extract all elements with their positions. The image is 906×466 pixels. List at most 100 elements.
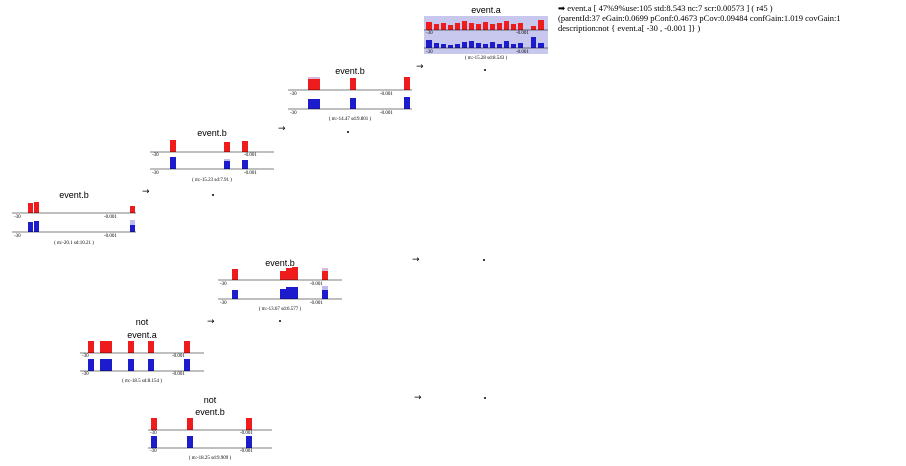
node-stat: ( m:-14.47 sd:9.801 ) [328,117,372,122]
rule-info-line: (parentId:37 eGain:0.0699 pConf:0.4673 p… [558,13,841,23]
bar [232,269,238,280]
bar [224,161,230,169]
bar [404,77,410,90]
bar [224,142,230,152]
arrow-icon: → [416,62,424,72]
bar [308,77,320,79]
node-stat: ( m:-13.67 sd:6.577 ) [258,307,302,312]
histogram-negative [218,286,342,300]
bar [106,341,112,353]
bar [100,359,106,371]
rule-info-line: description:not { event.a[ -30 , -0.001 … [558,23,701,33]
bar [490,24,495,30]
bar [242,141,248,152]
axis-max-label: -0.001 [104,234,117,239]
histogram-positive-svg [80,341,204,354]
axis-min-label: -30 [150,431,157,436]
bar [130,206,135,213]
node-title: event.b [335,66,365,76]
node-not-b[interactable]: not event.b -30 -0.001 -30 -0.001 ( m:-1… [148,395,272,465]
bar [170,157,176,169]
axis-max-label: -0.001 [244,171,257,176]
axis-max-label: -0.001 [380,92,393,97]
axis-max-label: -0.001 [310,282,323,287]
bar [88,341,94,353]
bar [476,43,481,48]
bar [483,22,488,30]
bar [448,25,453,30]
node-stat: ( m:-18.5 sd:8.154 ) [122,379,162,384]
bar [28,222,33,232]
dot-icon [484,69,486,71]
bar [130,225,135,232]
bar [462,42,467,48]
bar [426,22,432,30]
node-root[interactable]: event.b -30 -0.001 -30 -0.001 ( m:-20.1 … [12,190,136,250]
arrow-icon: → [278,124,286,134]
bar [504,41,509,48]
bar [469,23,474,30]
histogram-negative [148,436,272,449]
bar [441,44,446,48]
axis-max-label: -0.001 [104,215,117,220]
histogram-negative [424,35,548,49]
axis-max-label: -0.001 [240,449,253,454]
bar [148,341,154,353]
bar [490,42,495,48]
bar [455,44,460,48]
dot-icon [212,194,214,196]
node-b3[interactable]: event.b -30 -0.001 -30 -0.001 ( m:-14.47… [288,66,412,126]
bar [404,97,410,109]
bar [28,203,33,213]
histogram-negative-svg [12,220,136,233]
bar [224,159,230,161]
node-b2[interactable]: event.b -30 -0.001 -30 -0.001 ( m:-15.23… [150,128,274,188]
node-a4[interactable]: event.a -30 -0.001 [424,5,548,65]
bar [308,99,320,109]
node-title: event.a [127,330,157,340]
bar [128,359,134,371]
arrow-icon: → [207,317,215,327]
histogram-negative-svg [150,157,274,170]
bar [128,341,134,353]
histogram-positive [218,267,342,281]
bar [538,20,544,30]
arrow-icon: → [414,393,422,403]
histogram-negative-svg [80,359,204,372]
bar [511,24,516,30]
bar [350,98,356,109]
axis-min-label: -30 [150,449,157,454]
histogram-positive-svg [218,267,342,281]
bar [462,21,467,30]
bar [322,290,328,299]
bar [106,359,112,371]
bar [130,220,135,225]
node-b5[interactable]: event.b -30 -0.001 -30 -0.001 ( m:-13.67… [218,258,342,318]
axis-min-label: -30 [290,92,297,97]
bar [448,45,453,48]
node-title: event.b [195,407,225,417]
bar [469,41,474,48]
bar [531,37,536,48]
bar [518,43,523,48]
axis-min-label: -30 [14,215,21,220]
node-title: event.b [197,128,227,138]
bar [292,267,298,280]
histogram-positive-svg [150,140,274,153]
arrow-icon: → [412,255,420,265]
axis-max-label: -0.001 [240,431,253,436]
bar [286,287,298,299]
bar [434,43,439,48]
node-not-a[interactable]: not event.a -30 -0.001 -30 -0.001 ( m:-1… [80,317,204,387]
arrow-icon: → [142,187,150,197]
node-stat: ( m:-15.28 sd:8.543 ) [464,56,508,61]
bar [187,436,193,448]
histogram-negative-svg [218,286,342,300]
bar [246,418,252,430]
histogram-positive [150,140,274,153]
node-stat: ( m:-18.25 sd:9.909 ) [188,456,232,461]
node-title: event.a [471,5,501,15]
bar [497,44,502,48]
bar [518,23,523,30]
axis-min-label: -30 [14,234,21,239]
